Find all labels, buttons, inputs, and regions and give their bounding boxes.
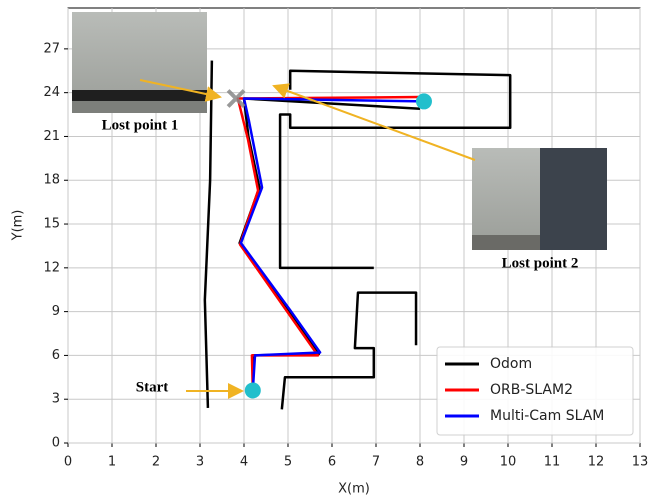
legend-box bbox=[436, 346, 634, 436]
x-tick-label: 9 bbox=[460, 455, 468, 470]
x-tick-label: 6 bbox=[328, 455, 336, 470]
arrows bbox=[139, 79, 476, 399]
y-tick-label: 9 bbox=[52, 304, 60, 319]
legend-label: Odom bbox=[490, 356, 532, 372]
y-axis-label: Y(m) bbox=[11, 210, 26, 242]
y-tick-label: 24 bbox=[43, 85, 60, 100]
x-tick-label: 11 bbox=[544, 455, 561, 470]
x-tick-label: 7 bbox=[372, 455, 380, 470]
x-tick-label: 1 bbox=[108, 455, 116, 470]
annotation: Lost point 2 bbox=[502, 255, 579, 271]
y-tick-label: 27 bbox=[43, 41, 60, 56]
x-tick-label: 0 bbox=[64, 455, 72, 470]
photo-1 bbox=[72, 12, 207, 113]
y-tick-label: 6 bbox=[52, 348, 60, 363]
series-line bbox=[239, 97, 424, 391]
photo-2 bbox=[472, 148, 607, 250]
y-tick-label: 18 bbox=[43, 173, 60, 188]
lost-point bbox=[226, 89, 246, 108]
annotation: Lost point 1 bbox=[102, 117, 179, 133]
x-tick-label: 10 bbox=[500, 455, 517, 470]
legend-label: ORB-SLAM2 bbox=[490, 382, 573, 398]
series-line bbox=[236, 95, 421, 391]
endpoint-marker bbox=[244, 382, 261, 399]
y-tick-label: 0 bbox=[52, 436, 60, 451]
x-tick-label: 12 bbox=[588, 455, 605, 470]
y-tick-label: 12 bbox=[43, 260, 60, 275]
x-tick-label: 3 bbox=[196, 455, 204, 470]
x-tick-label: 2 bbox=[152, 455, 160, 470]
annotation: Start bbox=[136, 379, 169, 395]
x-tick-label: 5 bbox=[284, 455, 292, 470]
y-tick-label: 21 bbox=[43, 129, 60, 144]
x-tick-label: 13 bbox=[632, 455, 648, 470]
x-axis-label: X(m) bbox=[338, 482, 370, 497]
x-tick-label: 4 bbox=[240, 455, 248, 470]
x-tick-label: 8 bbox=[416, 455, 424, 470]
endpoint-marker bbox=[415, 93, 432, 110]
y-tick-label: 15 bbox=[43, 217, 60, 232]
y-tick-label: 3 bbox=[52, 392, 60, 407]
series-line bbox=[203, 60, 512, 410]
legend-label: Multi-Cam SLAM bbox=[490, 408, 604, 424]
